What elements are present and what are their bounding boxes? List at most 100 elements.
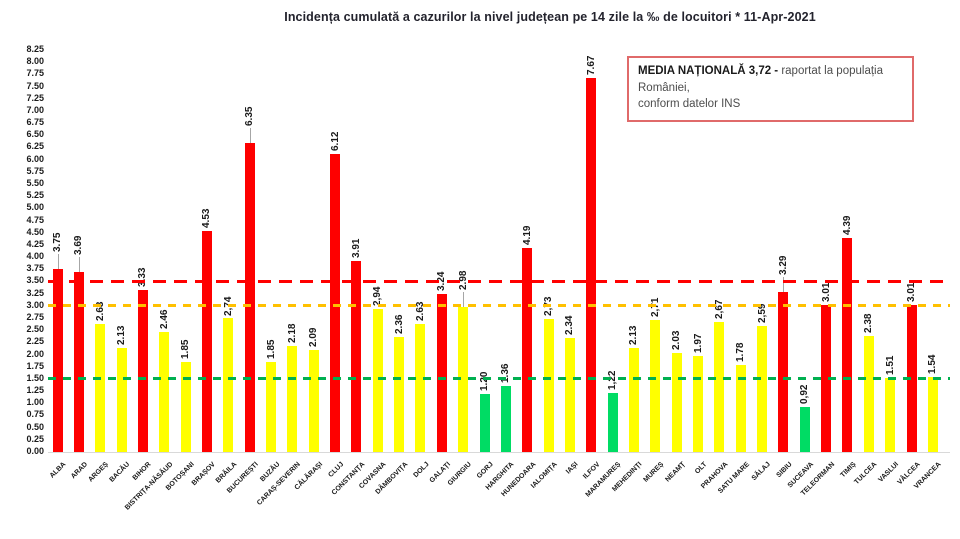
y-axis-tick-label: 1.50 — [26, 372, 44, 383]
y-axis-tick-label: 7.25 — [26, 92, 44, 103]
bar-value-label: 2.38 — [863, 313, 875, 334]
bar-harghita — [500, 385, 511, 452]
county-label: SIBIU — [775, 461, 794, 480]
bar-value-label: 2.09 — [308, 327, 320, 348]
national-average-box: MEDIA NAȚIONALĂ 3,72 - raportat la popul… — [627, 56, 914, 123]
threshold-line-3.5 — [48, 279, 950, 283]
bar-value-label: 3.01 — [820, 282, 832, 303]
bar-timiș — [842, 238, 853, 452]
bar-călărași — [308, 350, 319, 452]
y-axis-tick-label: 2.00 — [26, 348, 44, 359]
bar-buzău — [266, 361, 276, 452]
bar-constanța — [351, 261, 362, 452]
y-axis-tick-label: 0.25 — [26, 433, 44, 444]
y-axis-tick-label: 8.25 — [26, 44, 44, 54]
bar-brăila — [223, 318, 234, 452]
bar-neamț — [671, 353, 682, 452]
y-axis-tick-label: 7.50 — [26, 80, 44, 91]
bar-cluj — [330, 153, 341, 452]
y-axis-tick-label: 3.00 — [26, 299, 44, 310]
county-label: CLUJ — [327, 461, 346, 479]
national-average-text: raportat la populația României, — [638, 65, 883, 94]
national-average-source: conform datelor INS — [638, 98, 741, 111]
y-axis-tick-label: 5.00 — [26, 202, 44, 213]
bar-value-label: 0,92 — [799, 384, 811, 405]
y-axis-tick-label: 1.25 — [26, 385, 44, 396]
county-label: DOLJ — [412, 461, 431, 480]
bar-mureș — [650, 319, 661, 452]
bar-value-label: 7.67 — [585, 55, 597, 76]
bar-dâmbovița — [394, 337, 405, 452]
bar-ialomița — [543, 318, 554, 452]
value-leader-line — [249, 127, 251, 143]
y-axis-tick-label: 6.50 — [26, 129, 44, 140]
bar-value-label: 2.46 — [158, 309, 170, 330]
y-axis-tick-label: 7.75 — [26, 68, 44, 79]
county-label: BACĂU — [108, 461, 132, 484]
bar-brașov — [201, 231, 212, 452]
bar-tulcea — [863, 336, 874, 452]
y-axis-tick-label: 3.25 — [26, 287, 44, 298]
bar-satu mare — [735, 365, 746, 452]
county-label: MUREȘ — [642, 461, 666, 484]
y-axis-tick-label: 5.75 — [26, 165, 44, 176]
bar-value-label: 6.35 — [244, 106, 256, 126]
bar-value-label: 6.12 — [329, 131, 341, 151]
y-axis-tick-label: 5.50 — [26, 178, 44, 188]
bar-arad — [73, 272, 84, 452]
y-axis-tick-label: 3.50 — [26, 275, 44, 286]
bar-argeș — [95, 323, 106, 452]
bar-value-label: 2.34 — [564, 315, 576, 335]
bar-value-label: 3.75 — [52, 232, 63, 253]
bar-ilfov — [586, 78, 597, 452]
bar-value-label: 3.33 — [137, 267, 149, 287]
bar-value-label: 1.85 — [265, 339, 277, 359]
bar-value-label: 3.01 — [906, 282, 917, 303]
y-axis-tick-label: 0.75 — [26, 409, 44, 420]
y-axis-tick-label: 2.25 — [26, 336, 44, 347]
county-label: TIMIȘ — [839, 461, 858, 480]
bar-sibiu — [778, 291, 789, 452]
county-label: ARGEȘ — [87, 461, 111, 484]
bar-gorj — [479, 393, 490, 452]
county-label: ILFOV — [581, 461, 602, 481]
county-label: ARAD — [69, 461, 89, 481]
county-label: IAȘI — [565, 461, 580, 476]
bar-bucurești — [244, 142, 255, 452]
y-axis-tick-label: 3.75 — [26, 263, 44, 274]
bar-olt — [693, 356, 703, 452]
value-leader-line — [57, 254, 59, 270]
bar-value-label: 2.18 — [286, 323, 298, 343]
bar-vaslui — [885, 378, 896, 452]
bar-value-label: 2.36 — [393, 314, 405, 335]
bar-value-label: 3.91 — [350, 239, 362, 259]
bar-vrancea — [927, 376, 938, 452]
bar-value-label: 4.39 — [841, 215, 853, 236]
bar-value-label: 1.78 — [735, 342, 747, 363]
bar-value-label: 4.53 — [201, 208, 213, 229]
bar-value-label: 3.29 — [777, 255, 789, 275]
bar-value-label: 2.13 — [116, 325, 128, 346]
bar-hunedoara — [522, 247, 533, 452]
y-axis-tick-label: 8.00 — [26, 56, 44, 67]
bar-value-label: 4.19 — [521, 225, 533, 245]
y-axis-tick-label: 2.75 — [26, 312, 44, 322]
bar-value-label: 1.85 — [180, 339, 192, 359]
bar-value-label: 1.97 — [692, 333, 704, 354]
bar-caraș-severin — [287, 345, 298, 452]
county-label: BIHOR — [131, 461, 153, 482]
y-axis-tick-label: 0.00 — [26, 446, 44, 456]
threshold-line-1.5 — [48, 377, 950, 381]
value-leader-line — [463, 291, 465, 307]
y-axis-tick-label: 4.25 — [26, 238, 44, 249]
y-axis-tick-label: 4.50 — [26, 226, 44, 237]
county-label: GORJ — [475, 461, 495, 480]
y-axis-tick-label: 6.75 — [26, 117, 44, 128]
county-label: NEAMȚ — [664, 461, 687, 484]
y-axis-tick-label: 1.00 — [26, 397, 44, 408]
bar-value-label: 1.20 — [479, 371, 490, 391]
bar-bacău — [116, 348, 127, 452]
y-axis-tick-label: 6.25 — [26, 141, 44, 152]
y-axis-tick-label: 0.50 — [26, 421, 44, 432]
